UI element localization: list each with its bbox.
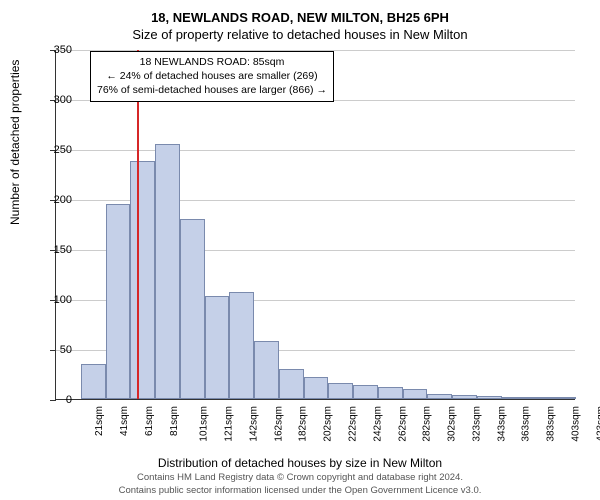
histogram-bar bbox=[403, 389, 428, 399]
histogram-bar bbox=[502, 397, 527, 399]
histogram-bar bbox=[477, 396, 502, 399]
y-tick bbox=[50, 400, 56, 401]
plot-area bbox=[55, 50, 575, 400]
y-tick-label: 150 bbox=[54, 244, 72, 256]
x-tick-label: 81sqm bbox=[169, 406, 180, 436]
annotation-line3: 76% of semi-detached houses are larger (… bbox=[97, 83, 327, 97]
chart-container: 18, NEWLANDS ROAD, NEW MILTON, BH25 6PH … bbox=[0, 0, 600, 500]
x-tick-label: 363sqm bbox=[521, 406, 532, 442]
annotation-line1: 18 NEWLANDS ROAD: 85sqm bbox=[97, 55, 327, 69]
title-main: 18, NEWLANDS ROAD, NEW MILTON, BH25 6PH bbox=[0, 0, 600, 25]
annotation-line2: ← 24% of detached houses are smaller (26… bbox=[97, 69, 327, 83]
attribution-line2: Contains public sector information licen… bbox=[0, 485, 600, 497]
attribution-line1: Contains HM Land Registry data © Crown c… bbox=[0, 472, 600, 484]
y-axis-title: Number of detached properties bbox=[8, 60, 22, 225]
y-tick-label: 100 bbox=[54, 294, 72, 306]
y-tick bbox=[50, 350, 56, 351]
x-tick-label: 61sqm bbox=[144, 406, 155, 436]
x-tick-label: 222sqm bbox=[348, 406, 359, 442]
x-tick-label: 142sqm bbox=[249, 406, 260, 442]
histogram-bar bbox=[205, 296, 230, 399]
x-tick-label: 383sqm bbox=[546, 406, 557, 442]
x-tick-label: 403sqm bbox=[570, 406, 581, 442]
x-tick-label: 262sqm bbox=[397, 406, 408, 442]
x-tick-label: 41sqm bbox=[119, 406, 130, 436]
property-marker-line bbox=[137, 50, 139, 399]
histogram-bar bbox=[254, 341, 279, 399]
x-tick-label: 101sqm bbox=[199, 406, 210, 442]
histogram-bar bbox=[130, 161, 155, 399]
histogram-bar bbox=[106, 204, 131, 399]
histogram-bar bbox=[279, 369, 304, 399]
x-tick-label: 21sqm bbox=[94, 406, 105, 436]
histogram-bar bbox=[81, 364, 106, 399]
x-tick-label: 323sqm bbox=[471, 406, 482, 442]
x-tick-label: 162sqm bbox=[273, 406, 284, 442]
y-tick-label: 0 bbox=[66, 394, 72, 406]
histogram-bar bbox=[526, 397, 551, 399]
histogram-bar bbox=[551, 397, 576, 399]
annotation-box: 18 NEWLANDS ROAD: 85sqm ← 24% of detache… bbox=[90, 51, 334, 102]
histogram-bar bbox=[304, 377, 329, 399]
x-tick-label: 302sqm bbox=[447, 406, 458, 442]
histogram-bar bbox=[378, 387, 403, 399]
x-tick-label: 182sqm bbox=[298, 406, 309, 442]
x-tick-label: 343sqm bbox=[496, 406, 507, 442]
histogram-bar bbox=[452, 395, 477, 399]
x-tick-label: 242sqm bbox=[372, 406, 383, 442]
title-sub: Size of property relative to detached ho… bbox=[0, 25, 600, 42]
histogram-bar bbox=[155, 144, 180, 399]
x-tick-label: 282sqm bbox=[422, 406, 433, 442]
histogram-bar bbox=[180, 219, 205, 399]
histogram-bar bbox=[328, 383, 353, 399]
y-tick-label: 250 bbox=[54, 144, 72, 156]
histogram-bar bbox=[229, 292, 254, 399]
y-tick-label: 50 bbox=[60, 344, 72, 356]
attribution: Contains HM Land Registry data © Crown c… bbox=[0, 472, 600, 497]
x-tick-label: 202sqm bbox=[323, 406, 334, 442]
histogram-bar bbox=[427, 394, 452, 399]
grid-line bbox=[56, 150, 575, 151]
x-axis-title: Distribution of detached houses by size … bbox=[0, 456, 600, 470]
x-tick-label: 121sqm bbox=[224, 406, 235, 442]
y-tick-label: 300 bbox=[54, 94, 72, 106]
x-tick-label: 423sqm bbox=[595, 406, 600, 442]
y-tick-label: 200 bbox=[54, 194, 72, 206]
histogram-bar bbox=[353, 385, 378, 399]
y-tick-label: 350 bbox=[54, 44, 72, 56]
